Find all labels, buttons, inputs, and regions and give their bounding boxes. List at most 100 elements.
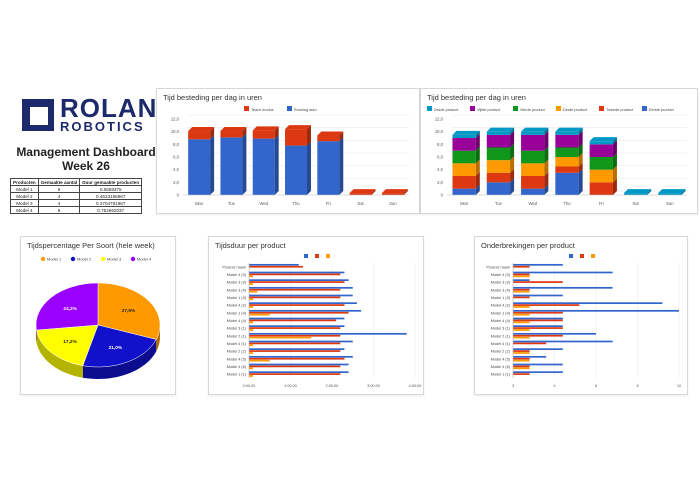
bar — [513, 279, 530, 282]
y-tick-label: 4,0 — [437, 167, 443, 172]
y-tick-label: Model 4 (6) — [491, 365, 511, 369]
legend-label: Tweede product — [606, 108, 634, 112]
bar-side — [578, 168, 583, 195]
bar — [249, 344, 254, 347]
x-tick-label: 1:00:00 — [284, 384, 297, 388]
bar — [513, 311, 563, 314]
legend-label: Vijfde product — [477, 108, 501, 112]
legend-swatch — [100, 256, 106, 262]
legend-label: Derde product — [563, 108, 588, 112]
bar-top — [188, 127, 215, 132]
legend-swatch — [70, 256, 76, 262]
x-tick-label: 6 — [595, 384, 597, 388]
y-tick-label: Model 4 (1) — [227, 342, 247, 346]
bar-top — [452, 130, 480, 135]
x-tick-label: Sun — [666, 201, 674, 206]
y-tick-label: Model 4 (4) — [227, 319, 247, 323]
bar — [513, 363, 563, 366]
bar-segment — [452, 176, 476, 189]
bar-segment — [521, 131, 545, 135]
bar-segment — [521, 150, 545, 164]
bar-side — [510, 130, 515, 148]
bar-top — [658, 189, 686, 194]
bar-side — [475, 134, 480, 151]
chart-title: Tijd besteding per dag in uren — [163, 93, 262, 102]
bar — [249, 373, 341, 375]
y-tick-label: 0 — [177, 193, 180, 198]
bar — [513, 317, 563, 320]
bar-side — [612, 165, 617, 183]
bar-side — [403, 189, 408, 195]
bar-segment — [452, 134, 476, 138]
legend-swatch — [315, 254, 319, 258]
x-tick-label: Tue — [228, 201, 236, 206]
logo-text-bottom: ROBOTICS — [60, 119, 145, 134]
bar-side — [274, 134, 279, 195]
bar — [249, 348, 345, 351]
bar-segment — [220, 131, 243, 138]
bar-side — [578, 162, 583, 173]
tijdsduur-chart: 0:00:00 1:00:00 2:00:00 3:00:00 4:00:00 Produ… — [222, 254, 421, 388]
pie-value-label: 24,2% — [63, 306, 77, 312]
bar — [513, 348, 563, 351]
bar-side — [510, 127, 515, 135]
bar-top — [252, 126, 279, 131]
bar — [513, 319, 563, 322]
bar-segment — [623, 193, 648, 195]
bar-side — [306, 141, 311, 195]
bar-segment — [589, 157, 613, 170]
bar-segment — [486, 182, 511, 195]
bar — [513, 340, 613, 343]
bar — [249, 288, 341, 291]
table-row: Model 1 6 0.6559375 — [10, 185, 143, 193]
bar-side — [510, 168, 515, 183]
bar — [513, 350, 530, 352]
logo-mark-icon — [22, 99, 54, 131]
bar-side — [510, 143, 515, 161]
y-tick-label: Model 1 (3) — [227, 296, 247, 300]
bar — [249, 325, 345, 328]
table-cell: Model 4 — [10, 206, 39, 214]
bar-side — [475, 146, 480, 164]
bar — [513, 313, 530, 316]
bar — [249, 334, 341, 337]
y-tick-label: 12,0 — [435, 117, 444, 122]
legend-label: Vierde product — [520, 108, 546, 112]
bar — [249, 313, 270, 316]
bar-segment — [188, 139, 211, 195]
pie-slice-side — [36, 330, 83, 378]
bar — [513, 371, 563, 374]
bar — [513, 359, 530, 362]
bar-side — [371, 189, 376, 195]
x-tick-label: 3 — [512, 384, 514, 388]
bar — [513, 263, 563, 266]
bar-side — [544, 146, 549, 164]
chart-title: Tijd besteding per dag in uren — [427, 93, 526, 102]
bar — [249, 279, 349, 282]
bar — [513, 357, 530, 360]
y-tick-label: Model 1 (3) — [491, 296, 511, 300]
legend-label: Zesde product — [434, 108, 459, 112]
legend-swatch — [513, 106, 518, 111]
bar — [249, 290, 258, 293]
bar — [249, 365, 341, 368]
legend-swatch — [40, 256, 46, 262]
bar-segment — [589, 144, 613, 157]
pie-slice — [82, 324, 157, 368]
bar — [249, 309, 362, 312]
x-tick-label: Thu — [292, 201, 300, 206]
bar-top — [555, 127, 583, 132]
bar — [513, 294, 563, 297]
bar — [513, 334, 563, 337]
bar-side — [612, 140, 617, 157]
bar-top — [317, 131, 344, 136]
table-cell: 4 — [37, 192, 81, 200]
y-tick-label: 0 — [441, 193, 444, 198]
bar-top — [486, 127, 515, 132]
bar-side — [544, 127, 549, 135]
bar-side — [475, 172, 480, 189]
bar — [249, 327, 341, 329]
bar-segment — [252, 130, 275, 139]
y-tick-label: Model 1 (4) — [491, 311, 511, 315]
bar-top — [589, 137, 617, 142]
